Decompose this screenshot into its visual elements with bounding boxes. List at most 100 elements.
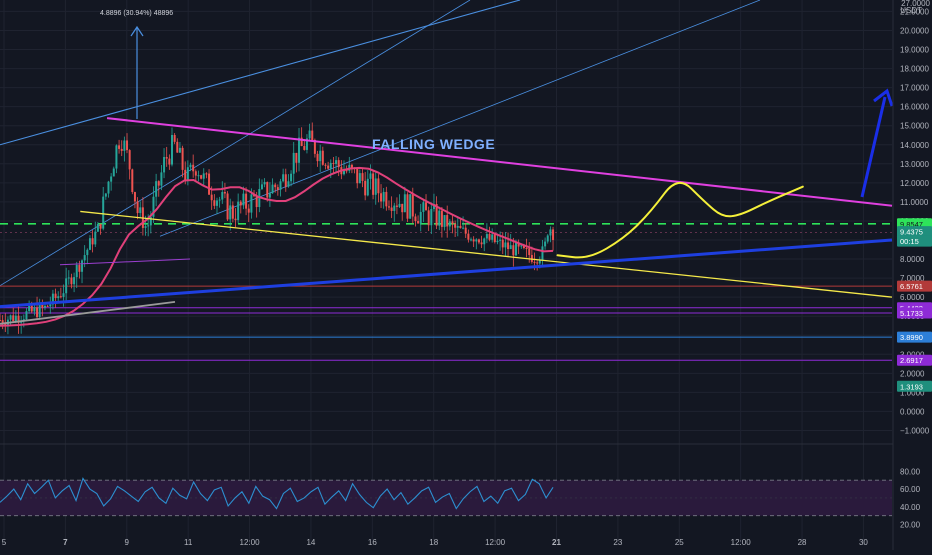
candle-body <box>189 164 192 168</box>
candle-body <box>46 305 49 307</box>
price-tick-label: 19.0000 <box>900 46 929 55</box>
candle-body <box>181 147 184 170</box>
candle-body <box>303 146 306 150</box>
price-tick-label: 1.0000 <box>900 388 925 397</box>
rsi-tick-label: 20.00 <box>900 521 921 530</box>
candle-body <box>94 231 97 245</box>
candle-body <box>533 261 536 263</box>
candle-body <box>419 211 422 224</box>
price-tick-label: 12.0000 <box>900 179 929 188</box>
candle-body <box>305 138 308 150</box>
price-tick-label: 8.0000 <box>900 255 925 264</box>
candle-body <box>454 223 457 228</box>
candle-body <box>316 153 319 162</box>
candle-body <box>462 227 465 229</box>
candle-body <box>155 181 158 197</box>
candle-body <box>12 315 15 322</box>
candle-body <box>173 134 176 142</box>
candle-body <box>102 196 105 229</box>
candle-body <box>51 293 54 305</box>
candle-body <box>118 145 121 149</box>
candle-body <box>493 234 496 243</box>
candle-body <box>292 152 295 174</box>
candle-body <box>290 173 293 182</box>
candle-body <box>525 248 528 250</box>
candle-body <box>501 239 504 248</box>
time-tick-label: 30 <box>859 538 868 547</box>
price-tick-label: 13.0000 <box>900 160 929 169</box>
price-tag-label: 2.6917 <box>900 356 923 365</box>
candle-body <box>168 158 171 165</box>
rsi-line <box>0 477 554 510</box>
time-tick-label: 18 <box>429 538 438 547</box>
candle-body <box>446 215 449 227</box>
candle-body <box>509 245 512 250</box>
candle-body <box>284 174 287 187</box>
candle-body <box>152 196 155 217</box>
candle-body <box>417 221 420 224</box>
candle-body <box>139 207 142 214</box>
candle-body <box>120 148 123 151</box>
time-tick-label: 12:00 <box>731 538 752 547</box>
price-tag-label: 6.5761 <box>900 282 923 291</box>
candle-body <box>73 277 76 285</box>
candle-body <box>411 194 414 217</box>
candle-body <box>430 209 433 226</box>
candle-body <box>440 210 443 227</box>
price-tag <box>897 380 932 392</box>
price-tick-label: 0.0000 <box>900 407 925 416</box>
price-tag <box>897 354 932 366</box>
candle-body <box>364 180 367 196</box>
candle-body <box>255 196 258 208</box>
candle-body <box>406 194 409 219</box>
price-tag-label: 9.4375 <box>900 228 923 237</box>
rsi-tick-label: 40.00 <box>900 503 921 512</box>
candle-body <box>390 207 393 211</box>
candle-body <box>274 184 277 188</box>
candle-body <box>517 242 520 247</box>
time-tick-label: 11 <box>184 538 193 547</box>
candle-body <box>208 173 211 195</box>
candle-body <box>239 201 242 206</box>
candle-body <box>184 169 187 181</box>
candle-body <box>403 194 406 213</box>
price-tag-label: 00:15 <box>900 237 919 246</box>
purple-segment <box>59 258 191 266</box>
candle-body <box>200 175 203 179</box>
candle-body <box>382 191 385 202</box>
candle-body <box>202 173 205 179</box>
candle-body <box>512 245 515 256</box>
candle-body <box>356 168 359 184</box>
candle-body <box>99 223 102 229</box>
candle-body <box>499 239 502 241</box>
measure-label: 4.8896 (30.94%) 48896 <box>100 10 173 17</box>
price-axis-top-label: 27.0000 <box>901 0 930 8</box>
candle-body <box>395 205 398 207</box>
candle-body <box>459 225 462 229</box>
candle-body <box>544 241 547 247</box>
candle-body <box>488 234 491 240</box>
candle-body <box>358 173 361 184</box>
rsi-tick-label: 80.00 <box>900 467 921 476</box>
candle-body <box>36 307 39 318</box>
channel-line-mid <box>0 0 471 287</box>
candle-body <box>522 245 525 249</box>
candle-body <box>327 165 330 169</box>
time-tick-label: 7 <box>63 538 68 547</box>
candle-body <box>507 242 510 250</box>
price-tag-label: 3.8990 <box>900 333 923 342</box>
candle-body <box>321 150 324 165</box>
candle-body <box>528 248 531 256</box>
price-tag-label: 9.8547 <box>900 220 923 229</box>
candle-body <box>160 172 163 186</box>
candle-body <box>467 233 470 240</box>
candle-body <box>54 293 57 299</box>
candle-body <box>313 139 316 154</box>
price-tag <box>897 235 932 247</box>
candle-body <box>279 181 282 190</box>
candle-body <box>268 193 271 198</box>
candle-body <box>541 246 544 260</box>
